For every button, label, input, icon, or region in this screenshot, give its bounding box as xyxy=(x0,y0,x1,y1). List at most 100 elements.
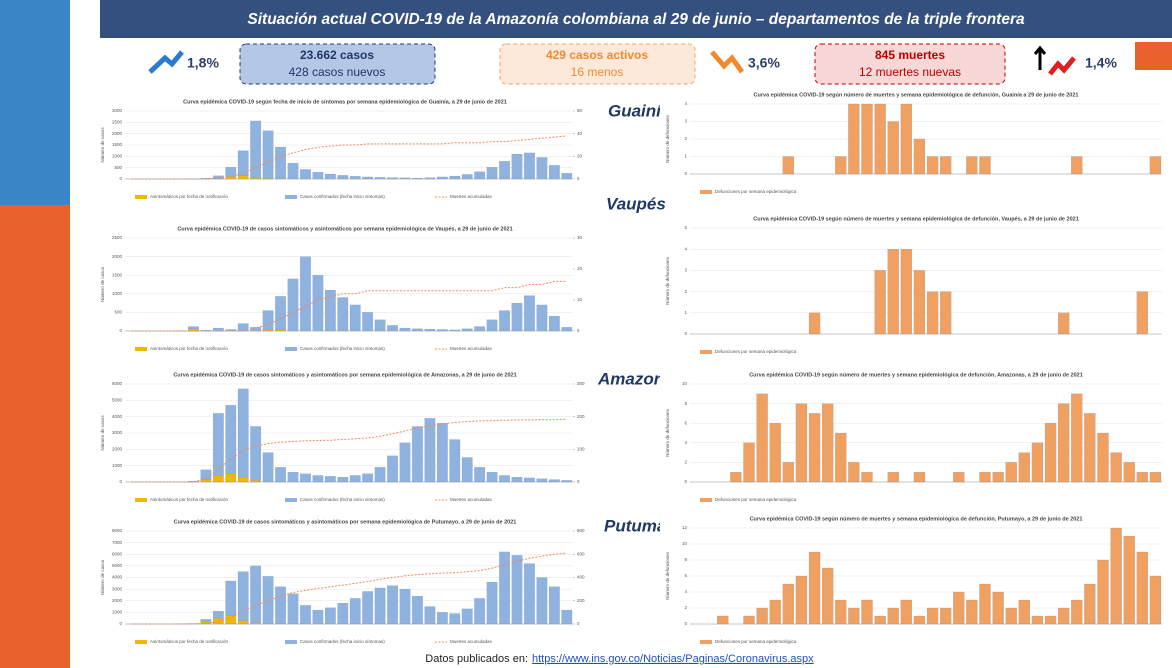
bar xyxy=(549,316,560,332)
bar xyxy=(979,583,991,625)
bar xyxy=(887,607,899,625)
bar xyxy=(349,304,361,332)
y2-tick-label: 30 xyxy=(577,235,583,240)
legend-label: Defunciones por semana epidemiológica xyxy=(715,349,797,354)
y-tick-label: 2500 xyxy=(112,120,123,125)
bar xyxy=(1005,462,1017,483)
bar xyxy=(412,595,423,625)
y-tick-label: 0 xyxy=(119,176,122,181)
legend-swatch xyxy=(285,347,297,351)
bar xyxy=(979,472,991,483)
bar xyxy=(300,473,311,483)
y-tick-label: 3000 xyxy=(112,586,123,591)
bar xyxy=(940,291,952,335)
bar xyxy=(325,173,336,180)
bar xyxy=(1097,559,1109,625)
y-tick-label: 6000 xyxy=(112,551,123,556)
bar xyxy=(287,593,299,625)
bar xyxy=(312,275,324,332)
bar xyxy=(822,567,834,625)
bar xyxy=(561,327,573,332)
legend-label: Defunciones por semana epidemiológica xyxy=(715,497,797,502)
bar xyxy=(325,289,336,332)
bar xyxy=(275,586,286,625)
bar xyxy=(524,563,535,625)
bar xyxy=(835,599,847,625)
bar xyxy=(940,156,952,175)
chart-title: Curva epidémica COVID-19 de casos sintom… xyxy=(177,226,512,232)
y2-tick-label: 0 xyxy=(577,176,580,181)
bar xyxy=(536,304,548,332)
bar xyxy=(1071,156,1083,175)
bar xyxy=(782,462,794,483)
bar xyxy=(437,176,448,180)
legend-label: Defunciones por semana epidemiológica xyxy=(715,639,797,644)
bar xyxy=(1005,607,1017,625)
bar xyxy=(1058,403,1070,483)
bar xyxy=(536,157,548,180)
bar xyxy=(300,256,311,332)
bar xyxy=(474,326,485,332)
y2-tick-label: 20 xyxy=(577,266,583,271)
bar xyxy=(362,176,373,180)
bar xyxy=(300,605,311,625)
active-box xyxy=(499,43,696,85)
bar xyxy=(474,598,485,625)
active-icon xyxy=(710,50,745,74)
y-axis-label: Número de defunciones xyxy=(665,256,670,305)
line-series xyxy=(131,418,567,483)
bar xyxy=(511,477,523,483)
y2-tick-label: 200 xyxy=(577,598,585,603)
bar xyxy=(349,598,361,625)
chart-title: Curva epidémica COVID-19 según número de… xyxy=(749,372,1083,378)
bar xyxy=(399,442,411,483)
bar xyxy=(1136,291,1148,335)
y-axis-label: Número de defunciones xyxy=(665,408,670,457)
bar xyxy=(808,551,821,625)
legend-label: Muertes acumuladas xyxy=(450,497,493,502)
y2-tick-label: 0 xyxy=(577,621,580,626)
bar xyxy=(874,103,886,175)
cases-icon xyxy=(148,50,184,74)
chart-title: Curva epidémica COVID-19 según número de… xyxy=(754,92,1079,98)
y-tick-label: 5 xyxy=(684,225,687,230)
bar xyxy=(237,150,249,176)
bar xyxy=(940,607,952,625)
y-axis-label: Número de defunciones xyxy=(665,114,670,163)
side-band-orange xyxy=(0,205,70,668)
y-tick-label: 12 xyxy=(682,525,688,530)
legend-swatch xyxy=(700,190,712,194)
y-tick-label: 0 xyxy=(684,479,687,484)
bar xyxy=(861,103,873,175)
bar xyxy=(188,328,199,332)
bar xyxy=(1031,615,1044,625)
bar xyxy=(887,121,899,175)
bar xyxy=(1058,607,1070,625)
legend-swatch xyxy=(135,195,147,199)
bar xyxy=(387,325,398,332)
bar xyxy=(362,312,373,332)
bar xyxy=(486,582,498,625)
y-tick-label: 7000 xyxy=(112,540,123,545)
y-tick-label: 3000 xyxy=(112,430,123,435)
y-tick-label: 3 xyxy=(684,119,687,124)
corner-block xyxy=(1135,42,1172,70)
bar xyxy=(374,467,386,483)
footer-link[interactable]: https://www.ins.gov.co/Noticias/Paginas/… xyxy=(532,653,814,665)
y2-tick-label: 300 xyxy=(577,381,585,386)
y-tick-label: 8 xyxy=(684,557,687,562)
bar xyxy=(449,175,461,180)
cases: 23.662 casos xyxy=(300,48,374,62)
bar xyxy=(769,423,781,483)
legend-label: Asintomáticos por fecha de notificación xyxy=(150,194,229,199)
bar xyxy=(474,467,485,483)
bar xyxy=(1044,615,1057,625)
y2-tick-label: 0 xyxy=(577,328,580,333)
active-change: 16 menos xyxy=(571,65,624,79)
bar xyxy=(1110,527,1122,625)
chart-panel xyxy=(95,515,595,650)
y-tick-label: 10 xyxy=(682,541,688,546)
y-tick-label: 1 xyxy=(684,310,687,315)
y2-tick-label: 40 xyxy=(577,131,583,136)
bar xyxy=(213,618,224,625)
